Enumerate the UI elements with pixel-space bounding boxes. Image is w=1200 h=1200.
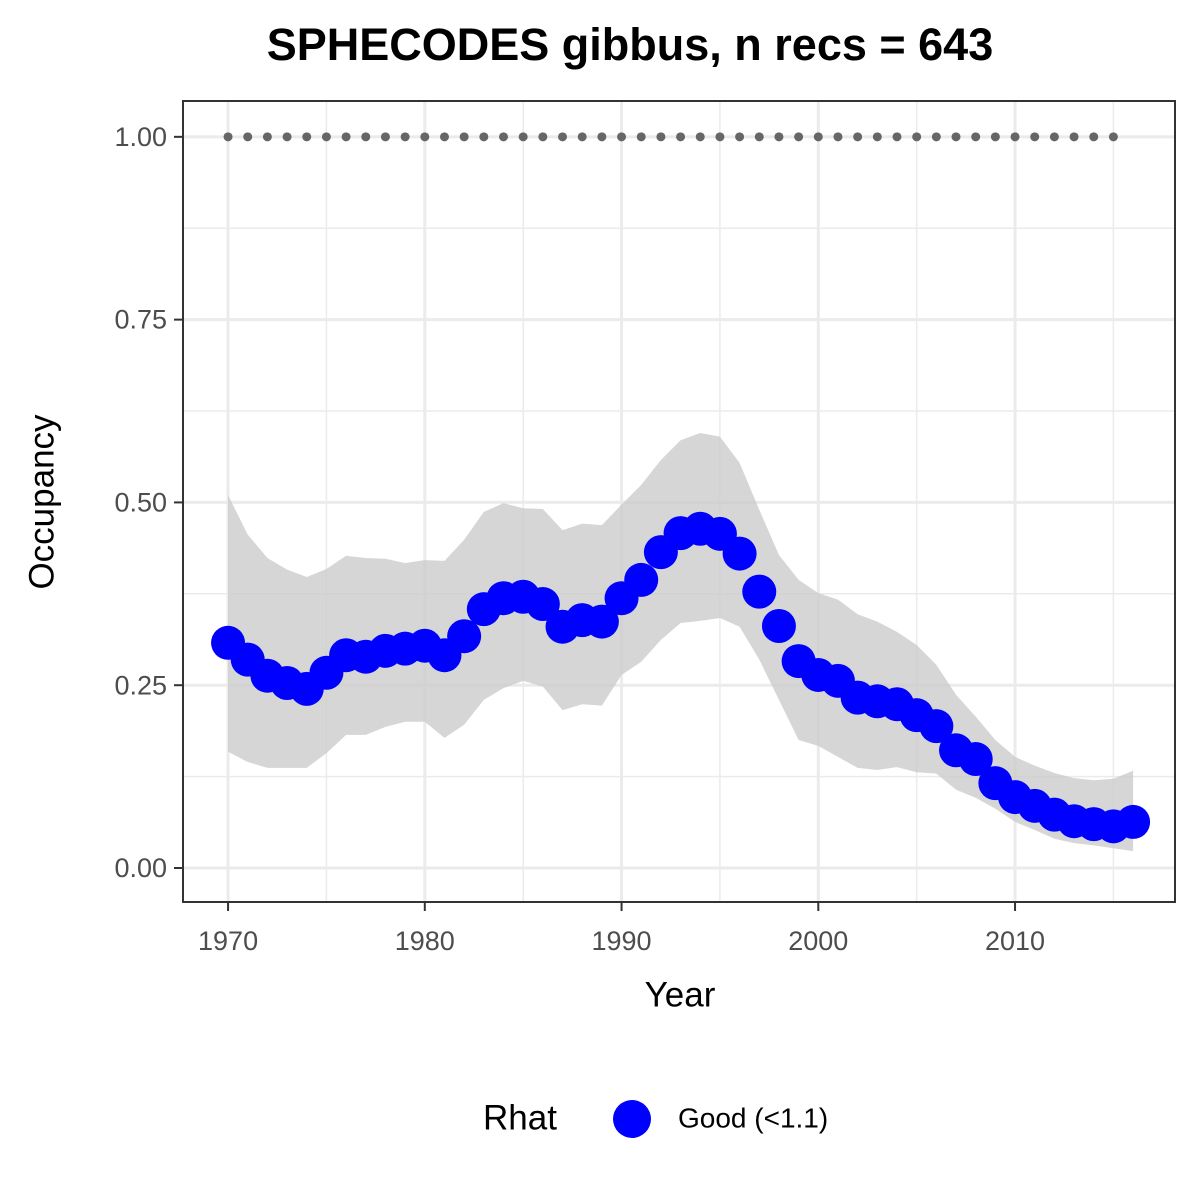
x-tick-label: 1980 — [395, 926, 455, 956]
reference-dot — [676, 132, 686, 142]
reference-dot — [262, 132, 272, 142]
point — [1116, 804, 1151, 839]
reference-dot — [518, 132, 528, 142]
reference-dot — [931, 132, 941, 142]
reference-dot — [735, 132, 745, 142]
reference-dot — [439, 132, 449, 142]
reference-dot — [558, 132, 568, 142]
x-tick-label: 1970 — [198, 926, 258, 956]
reference-dot — [1010, 132, 1020, 142]
y-axis-title: Occupancy — [22, 414, 61, 590]
reference-dot — [479, 132, 489, 142]
point — [761, 608, 796, 643]
reference-dot — [754, 132, 764, 142]
reference-dot — [656, 132, 666, 142]
legend-title: Rhat — [483, 1098, 557, 1137]
reference-dot — [1089, 132, 1099, 142]
point — [447, 619, 482, 654]
chart-title: SPHECODES gibbus, n recs = 643 — [267, 19, 994, 70]
reference-dot — [794, 132, 804, 142]
point — [742, 574, 777, 609]
reference-dot — [282, 132, 292, 142]
reference-dot — [380, 132, 390, 142]
point — [584, 604, 619, 639]
y-tick-label: 0.50 — [114, 488, 167, 518]
reference-dot — [243, 132, 253, 142]
x-tick-label: 2010 — [985, 926, 1045, 956]
reference-dot — [361, 132, 371, 142]
reference-dot — [1030, 132, 1040, 142]
reference-dot — [951, 132, 961, 142]
reference-dot — [499, 132, 509, 142]
confidence-band — [228, 432, 1134, 852]
reference-dot — [321, 132, 331, 142]
reference-dot — [302, 132, 312, 142]
reference-dot — [912, 132, 922, 142]
x-axis-title: Year — [645, 975, 716, 1014]
reference-dot — [695, 132, 705, 142]
reference-dot — [577, 132, 587, 142]
point — [624, 562, 659, 597]
reference-dot — [341, 132, 351, 142]
point — [919, 709, 954, 744]
y-tick-label: 0.25 — [114, 670, 167, 700]
point — [722, 536, 757, 571]
reference-dot — [597, 132, 607, 142]
reference-dot — [990, 132, 1000, 142]
reference-dot — [892, 132, 902, 142]
reference-dot — [853, 132, 863, 142]
reference-dot — [400, 132, 410, 142]
reference-dot — [872, 132, 882, 142]
reference-dot — [459, 132, 469, 142]
point — [958, 742, 993, 777]
point — [525, 587, 560, 622]
reference-dot — [1049, 132, 1059, 142]
reference-dot — [1069, 132, 1079, 142]
reference-dot — [774, 132, 784, 142]
reference-dot — [538, 132, 548, 142]
reference-dot — [1108, 132, 1118, 142]
legend-key — [613, 1100, 651, 1138]
y-tick-label: 1.00 — [114, 122, 167, 152]
x-tick-label: 2000 — [788, 926, 848, 956]
y-tick-label: 0.75 — [114, 305, 167, 335]
reference-dot — [971, 132, 981, 142]
reference-dot — [715, 132, 725, 142]
x-tick-label: 1990 — [592, 926, 652, 956]
reference-dot — [833, 132, 843, 142]
reference-dot — [617, 132, 627, 142]
y-tick-label: 0.00 — [114, 853, 167, 883]
reference-dot — [420, 132, 430, 142]
reference-dot — [813, 132, 823, 142]
reference-dot — [223, 132, 233, 142]
legend-label: Good (<1.1) — [678, 1102, 828, 1133]
reference-dot — [636, 132, 646, 142]
